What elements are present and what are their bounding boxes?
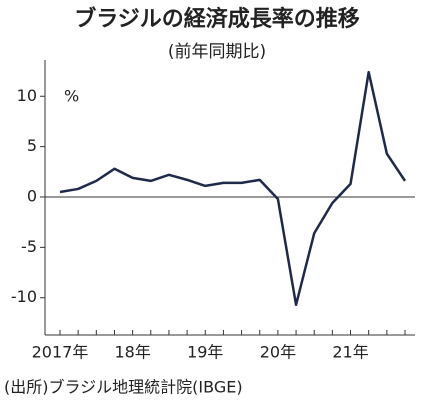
y-tick-label: -10: [11, 287, 37, 306]
data-line: [59, 70, 407, 307]
y-tick-label: 5: [27, 136, 37, 155]
x-tick-label: 21年: [332, 343, 368, 362]
y-tick-label: -5: [21, 237, 37, 256]
chart-title: ブラジルの経済成長率の推移: [74, 6, 360, 32]
x-tick-label: 2017年: [32, 343, 89, 362]
source-note: (出所)ブラジル地理統計院(IBGE): [4, 378, 243, 397]
x-tick-label: 19年: [187, 343, 223, 362]
y-tick-label: 10: [17, 86, 37, 105]
x-tick-label: 18年: [114, 343, 150, 362]
y-tick-label: 0: [27, 186, 37, 205]
unit-label: %: [64, 87, 79, 106]
x-tick-label: 20年: [260, 343, 296, 362]
chart-subtitle: (前年同期比): [168, 42, 266, 62]
